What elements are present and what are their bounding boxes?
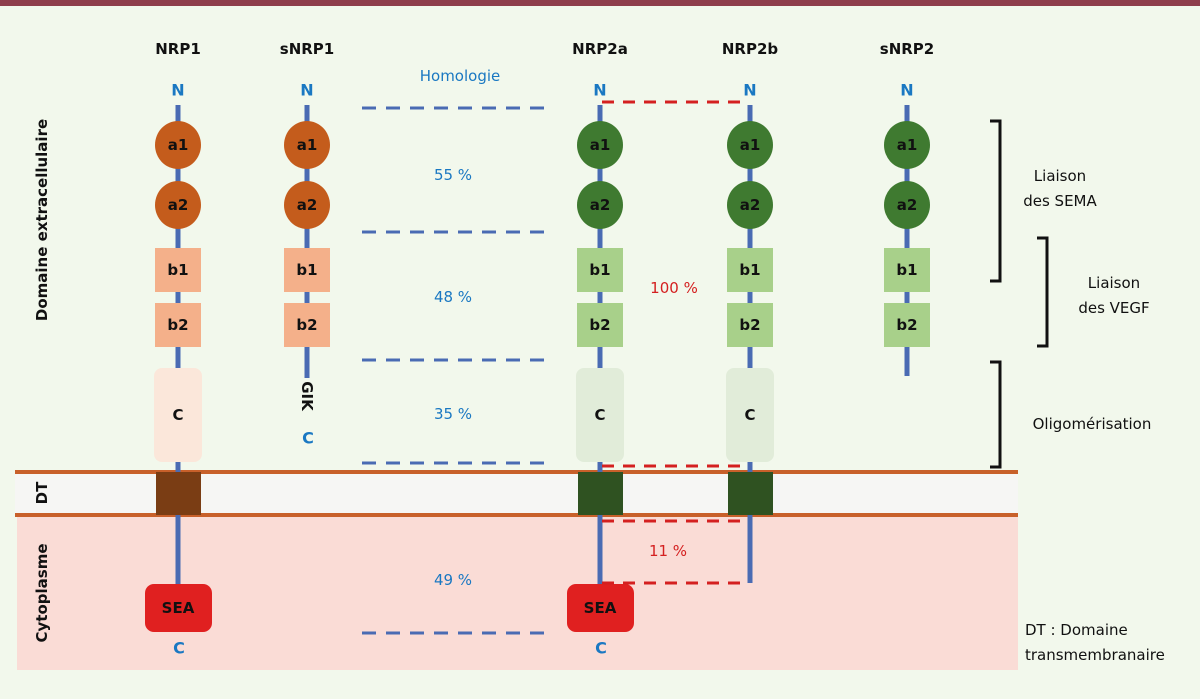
c-terminus: C (173, 639, 185, 658)
domain-label: b1 (739, 261, 760, 279)
legend-line-2: transmembranaire (1025, 646, 1165, 664)
sea-domain (567, 584, 634, 632)
domain-a1 (284, 121, 330, 169)
transmembrane-domain (156, 472, 201, 515)
domain-a2 (155, 181, 201, 229)
domain-label: b2 (589, 316, 610, 334)
protein-nrp2a: NRP2a Na1 a2 b1 b2 C SEA C (567, 40, 634, 658)
domain-label: a2 (897, 196, 918, 214)
protein-snrp1: sNRP1 Na1 a2 b1 b2 GIK C (280, 40, 334, 448)
domain-label: a2 (590, 196, 611, 214)
domain-label: C (744, 406, 755, 424)
vegf-label-1: Liaison (1088, 274, 1140, 292)
nrp2-comparison-lines (602, 100, 748, 585)
homology-cytoplasmic: 49 % (434, 571, 472, 589)
domain-a1 (155, 121, 201, 169)
transmembrane-domain (728, 472, 773, 515)
homology-title: Homologie (420, 67, 501, 85)
nrp2-homology-extracellular: 100 % (650, 279, 698, 297)
domain-label: b1 (896, 261, 917, 279)
vegf-bracket (1037, 236, 1049, 348)
domain-b1 (727, 248, 773, 292)
domain-label: b2 (296, 316, 317, 334)
sea-label: SEA (162, 599, 195, 617)
vegf-label-2: des VEGF (1078, 299, 1149, 317)
oligo-bracket (990, 360, 1002, 469)
domain-label: b1 (589, 261, 610, 279)
domain-label: a2 (297, 196, 318, 214)
transmembrane-domain (578, 472, 623, 515)
nrp2-homology-cytoplasmic: 11 % (649, 542, 687, 560)
domain-label: a1 (590, 136, 611, 154)
homology-dividers (362, 106, 545, 635)
sema-bracket (990, 119, 1002, 283)
sema-label-1: Liaison (1034, 167, 1086, 185)
sea-domain (145, 584, 212, 632)
domain-c (576, 368, 624, 462)
domain-label: a1 (168, 136, 189, 154)
transmembrane-label: DT (33, 481, 51, 504)
protein-name: NRP1 (155, 40, 201, 58)
domain-label: C (594, 406, 605, 424)
domain-b2 (577, 303, 623, 347)
domain-label: a2 (168, 196, 189, 214)
domain-b2 (727, 303, 773, 347)
n-terminus: N (743, 81, 756, 100)
domain-label: a1 (897, 136, 918, 154)
protein-nrp2b: NRP2b Na1 a2 b1 b2 C (722, 40, 779, 583)
domain-label: b1 (296, 261, 317, 279)
domain-a1 (577, 121, 623, 169)
sea-label: SEA (584, 599, 617, 617)
domain-a2 (577, 181, 623, 229)
domain-b1 (284, 248, 330, 292)
domain-a1 (727, 121, 773, 169)
domain-c (154, 368, 202, 462)
oligo-label: Oligomérisation (1033, 415, 1152, 433)
protein-name: NRP2b (722, 40, 779, 58)
homology-a: 55 % (434, 166, 472, 184)
top-bar (0, 0, 1200, 6)
domain-b2 (284, 303, 330, 347)
n-terminus: N (171, 81, 184, 100)
proteins: NRP1Na1a2b1b2CSEACsNRP1Na1a2b1b2GIKCNRP2… (145, 40, 934, 658)
protein-name: sNRP2 (880, 40, 934, 58)
domain-label: a1 (740, 136, 761, 154)
domain-b1 (884, 248, 930, 292)
function-brackets (990, 119, 1049, 469)
domain-label: C (172, 406, 183, 424)
c-terminus: C (595, 639, 607, 658)
domain-label: a1 (297, 136, 318, 154)
protein-nrp1: NRP1 Na1 a2 b1 b2 C SEA C (145, 40, 212, 658)
domain-a1 (884, 121, 930, 169)
domain-a2 (727, 181, 773, 229)
n-terminus: N (593, 81, 606, 100)
domain-label: b2 (896, 316, 917, 334)
homology-b: 48 % (434, 288, 472, 306)
protein-name: NRP2a (572, 40, 628, 58)
domain-label: a2 (740, 196, 761, 214)
homology-c: 35 % (434, 405, 472, 423)
domain-b1 (155, 248, 201, 292)
domain-label: b1 (167, 261, 188, 279)
n-terminus: N (300, 81, 313, 100)
domain-a2 (884, 181, 930, 229)
domain-label: b2 (739, 316, 760, 334)
domain-label: b2 (167, 316, 188, 334)
sema-label-2: des SEMA (1023, 192, 1097, 210)
protein-snrp2: sNRP2 Na1 a2 b1 b2 (880, 40, 934, 376)
cytoplasm-label: Cytoplasme (33, 544, 51, 643)
domain-b1 (577, 248, 623, 292)
legend-line-1: DT : Domaine (1025, 621, 1128, 639)
extracellular-label: Domaine extracellulaire (33, 119, 51, 321)
n-terminus: N (900, 81, 913, 100)
c-terminus: C (302, 429, 314, 448)
gik-tail: GIK (298, 381, 316, 412)
domain-a2 (284, 181, 330, 229)
domain-c (726, 368, 774, 462)
domain-b2 (884, 303, 930, 347)
domain-b2 (155, 303, 201, 347)
protein-name: sNRP1 (280, 40, 334, 58)
